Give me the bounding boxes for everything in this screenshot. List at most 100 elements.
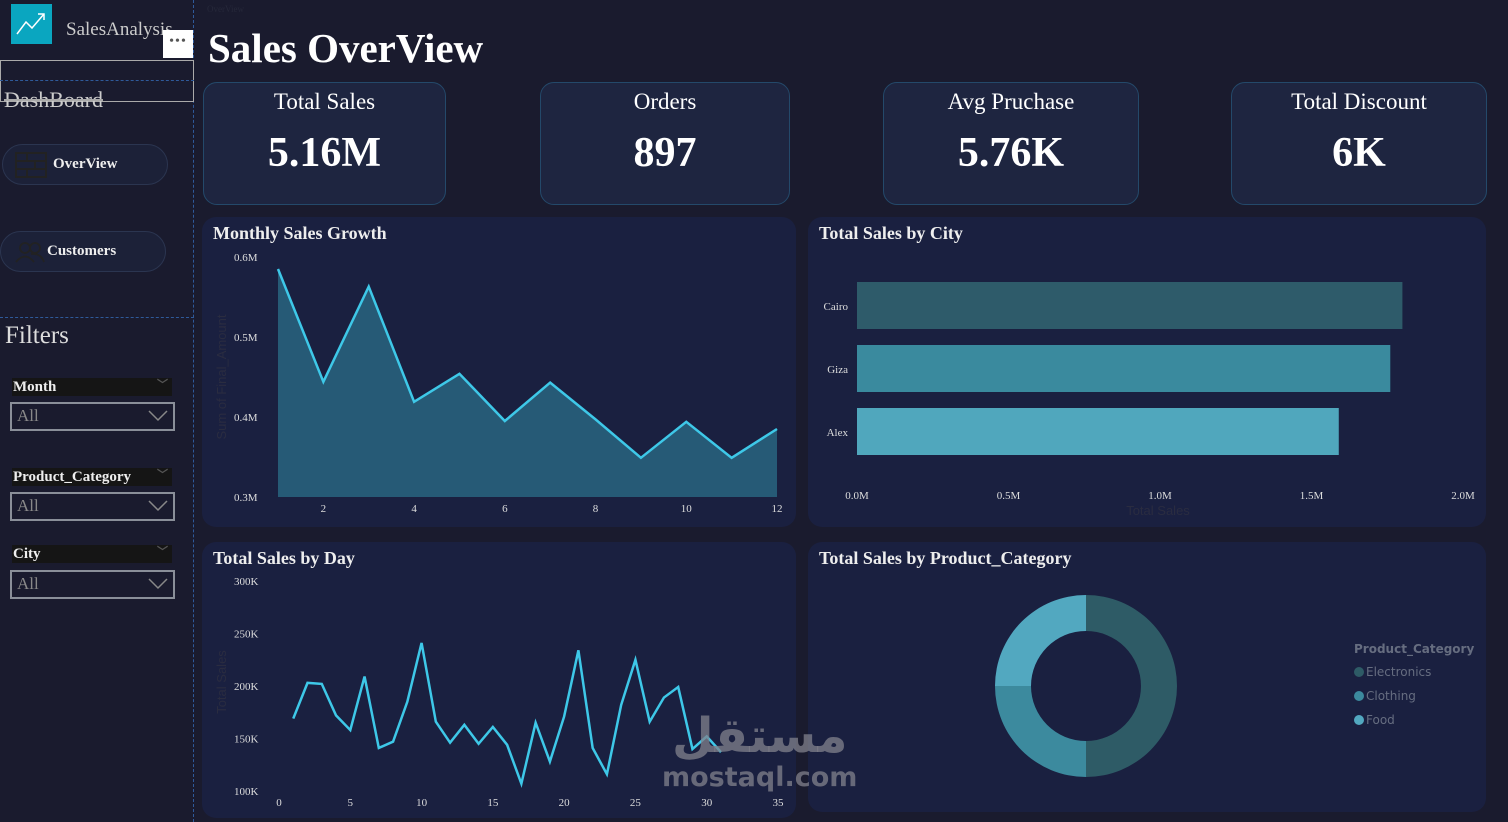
slice-electronics <box>1086 595 1177 777</box>
table-icon <box>15 151 47 178</box>
category-sales-chart: Total Sales by Product_Category <box>808 542 1486 812</box>
legend-title: Product_Category <box>1354 642 1475 656</box>
filters-title: Filters <box>5 322 69 349</box>
legend-dot <box>1354 715 1364 725</box>
x-tick-label: 30 <box>701 797 713 809</box>
y-axis-title: Sum of Final_Amount <box>214 314 229 439</box>
legend-label: Electronics <box>1366 665 1432 679</box>
legend-dot <box>1354 691 1364 701</box>
y-tick-label: 150K <box>234 734 259 746</box>
kpi-card-orders: Orders 897 <box>540 82 790 205</box>
x-axis-title: Total Sales <box>1126 503 1190 518</box>
y-tick-label: 100K <box>234 786 259 798</box>
daily-sales-chart: Total Sales by Day 300K 250K 200K 150K 100K 0 5… <box>202 542 796 818</box>
kpi-label: Orders <box>633 89 697 114</box>
kpi-card-total-discount: Total Discount 6K <box>1231 82 1487 205</box>
nav-label: OverView <box>53 156 118 172</box>
x-tick-label: 10 <box>681 503 693 515</box>
legend-label: Food <box>1366 713 1395 727</box>
x-tick-label: 35 <box>773 797 785 809</box>
filter-value: All <box>17 496 39 515</box>
filter-city-select[interactable]: All <box>10 570 175 599</box>
chevron-down-icon[interactable]: ﹀ <box>157 546 168 558</box>
y-tick-label: 0.6M <box>234 252 258 264</box>
nav-customers-button[interactable]: Customers <box>0 231 166 272</box>
kpi-card-avg-purchase: Avg Pruchase 5.76K <box>883 82 1139 205</box>
legend-label: Clothing <box>1366 689 1416 703</box>
filter-month-select[interactable]: All <box>10 402 175 431</box>
filter-category-header[interactable]: Product_Category ﹀ <box>12 468 172 486</box>
category-label: Cairo <box>824 301 849 313</box>
kpi-card-total-sales: Total Sales 5.16M <box>203 82 446 205</box>
chart-title: Total Sales by Day <box>213 548 355 568</box>
kpi-label: Avg Pruchase <box>947 89 1075 114</box>
users-icon <box>15 241 45 263</box>
kpi-value: 5.76K <box>957 130 1065 176</box>
x-tick-label: 2 <box>321 503 327 515</box>
x-tick-label: 6 <box>502 503 508 515</box>
chart-title: Monthly Sales Growth <box>213 223 387 243</box>
filter-month-header[interactable]: Month ﹀ <box>12 378 172 396</box>
slice-clothing <box>995 686 1086 777</box>
monthly-sales-chart: Monthly Sales Growth 0.6M 0.5M 0.4M 0.3M 2 4 6 8… <box>202 217 796 527</box>
legend-dot <box>1354 667 1364 677</box>
dashboard-label: DashBoard <box>4 87 103 112</box>
filter-label: Product_Category <box>13 469 132 485</box>
x-tick-label: 15 <box>487 797 499 809</box>
nav-overview-button[interactable]: OverView <box>2 144 168 185</box>
dashboard-frame <box>0 60 194 102</box>
bar-giza <box>857 345 1391 392</box>
series-line <box>276 268 778 460</box>
city-sales-chart: Total Sales by City Cairo Giza Alex 0.0M 0.5M… <box>808 217 1486 527</box>
x-tick-label: 0.5M <box>997 490 1021 502</box>
filter-label: City <box>13 546 41 562</box>
filter-label: Month <box>13 379 57 395</box>
series-line <box>292 642 722 789</box>
y-tick-label: 250K <box>234 629 259 641</box>
chart-legend: Product_Category Electronics Clothing Fo… <box>1354 642 1474 732</box>
area-fill <box>278 269 777 497</box>
kpi-label: Total Discount <box>1291 89 1427 114</box>
y-axis-title: Total Sales <box>214 650 229 714</box>
y-tick-label: 0.3M <box>234 492 258 504</box>
x-tick-label: 20 <box>559 797 571 809</box>
chart-title: Total Sales by City <box>819 223 963 243</box>
x-tick-label: 10 <box>416 797 428 809</box>
chevron-down-icon[interactable]: ﹀ <box>157 469 168 481</box>
chevron-down-icon <box>148 578 168 590</box>
watermark-arabic: مستقل <box>671 708 848 764</box>
page-title: Sales OverView <box>208 25 484 71</box>
kpi-value: 897 <box>633 130 697 176</box>
x-tick-label: 4 <box>411 503 417 515</box>
watermark-latin: mostaql.com <box>662 762 858 793</box>
y-tick-label: 200K <box>234 681 259 693</box>
y-tick-label: 300K <box>234 576 259 588</box>
kpi-value: 5.16M <box>267 130 382 176</box>
y-tick-label: 0.4M <box>234 412 258 424</box>
sidebar: SalesAnalysis ••• DashBoard OverView Cus… <box>0 0 194 822</box>
x-tick-label: 8 <box>593 503 599 515</box>
filter-category-select[interactable]: All <box>10 492 175 521</box>
slice-food <box>995 595 1086 686</box>
category-label: Alex <box>827 427 849 439</box>
category-label: Giza <box>827 364 848 376</box>
chevron-down-icon[interactable]: ﹀ <box>157 379 168 391</box>
kpi-value: 6K <box>1332 130 1386 176</box>
x-tick-label: 0 <box>276 797 282 809</box>
x-tick-label: 25 <box>630 797 642 809</box>
divider <box>0 317 194 318</box>
legend-item-food[interactable]: Food <box>1354 708 1474 732</box>
filter-city-header[interactable]: City ﹀ <box>12 545 172 563</box>
x-tick-label: 12 <box>772 503 783 515</box>
y-tick-label: 0.5M <box>234 332 258 344</box>
bar-alex <box>857 408 1339 455</box>
watermark: مستقل mostaql.com <box>662 710 857 793</box>
chart-title: Total Sales by Product_Category <box>819 548 1072 568</box>
kpi-label: Total Sales <box>273 89 376 114</box>
more-options-button[interactable]: ••• <box>163 30 193 58</box>
legend-item-clothing[interactable]: Clothing <box>1354 684 1474 708</box>
nav-label: Customers <box>47 243 117 259</box>
legend-item-electronics[interactable]: Electronics <box>1354 660 1474 684</box>
x-tick-label: 2.0M <box>1451 490 1475 502</box>
x-tick-label: 1.0M <box>1148 490 1172 502</box>
